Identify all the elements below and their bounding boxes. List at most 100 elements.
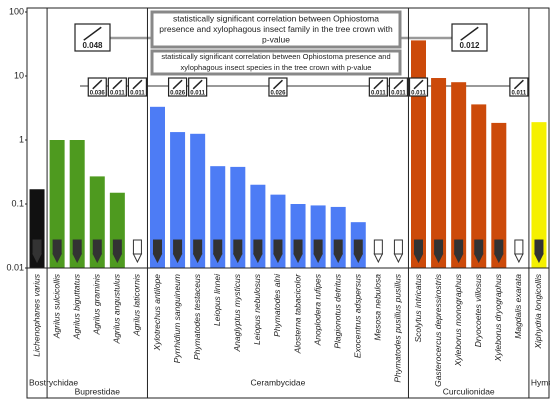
x-tick-label: Agrilus graminis [92,273,102,335]
badge-arrow [272,79,283,90]
y-tick-label: 10 [14,70,24,80]
icon [313,239,323,255]
p-badge [127,77,148,97]
x-tick-label: Scolytus intricatus [413,273,423,342]
icon [132,253,143,264]
x-tick-label: Phymatodes pusillus pusillus [393,273,403,382]
x-tick-label: Alosterna tabacicolor [292,273,302,355]
bar [411,40,426,269]
icon [413,253,424,264]
plot-frame [26,7,550,399]
icon [514,239,524,255]
p-value: 0.012 [459,41,480,50]
bar [150,106,165,268]
icon [293,253,303,264]
p-value: 0.026 [270,90,286,96]
icon [92,239,102,255]
bar [531,122,547,269]
icon [253,239,263,255]
p-badge [107,77,127,97]
p-badge [188,77,208,97]
icon [474,239,484,255]
icon [52,253,62,264]
p-badge [87,77,107,97]
p-value: 0.026 [170,90,186,96]
p-value: 0.048 [82,41,103,50]
bar [471,104,487,268]
x-tick-label: Gasterocercus depressirostris [433,273,443,387]
icon [172,253,183,264]
callout-text: xylophagous insect species in the tree c… [181,63,372,72]
icon [212,253,223,264]
callout-box [150,10,402,49]
callout-text: statistically significant correlation be… [173,13,379,23]
x-tick-label: Agrilus angustulus [112,273,122,344]
p-value: 0.011 [371,90,386,96]
x-tick-label: Xiphydria longicollis [533,273,543,349]
badge-arrow [393,79,404,90]
icon [494,239,504,255]
icon [72,253,83,264]
badge-arrow [513,79,524,90]
p-value: 0.011 [190,90,205,96]
icon [273,239,283,255]
x-tick-label: Leiopus linnei [212,273,222,326]
y-tick-label: 0.1 [11,198,24,208]
icon [353,239,363,255]
x-tick-label: Anaglyptus mysticus [232,273,242,352]
p-badge [167,77,188,97]
icon [434,239,444,255]
p-value: 0.011 [411,90,426,96]
p-value: 0.011 [391,90,406,96]
bar [69,140,85,268]
icon [313,253,323,264]
badge-arrow [112,79,123,90]
legend-label: Hymenoptera [531,377,550,387]
x-tick-label: Xyleborus dryographus [493,273,503,362]
icon [173,239,183,255]
x-tick-label: Agrilus biguttatus [71,273,81,340]
p-badge [268,77,288,97]
x-tick-label: Leiopus nebulosus [252,273,262,345]
icon [293,239,303,255]
x-tick-label: Anoplodera rufipes [312,273,322,346]
icon [92,253,103,264]
icon [32,253,42,264]
x-tick-label: Xyleborus monographus [453,273,463,367]
icon [153,239,162,255]
p-badge [509,77,529,97]
badge-arrow [132,79,143,90]
icon [333,253,344,264]
p-badge [451,23,488,52]
p-value: 0.011 [130,90,145,96]
icon [534,239,544,255]
x-tick-label: Mesosa nebulosa [373,274,383,341]
icon [393,253,404,264]
icon [193,239,203,255]
x-tick-label: Agrilus sulcicollis [51,273,61,339]
x-tick-label: Phymatodes testaceus [192,273,202,360]
callout-box [150,49,402,76]
badge-arrow [172,79,183,90]
icon [232,253,243,264]
badge-arrow [192,79,203,90]
icon [454,239,464,255]
badge-arrow [460,26,479,41]
icon [112,253,123,264]
badge-arrow [373,79,384,90]
icon [32,239,42,255]
icon [72,239,82,255]
p-badge [388,77,409,97]
icon [233,239,243,255]
icon [473,253,484,264]
icon [373,253,384,264]
p-value: 0.011 [110,90,125,96]
legend-label: Curculionidae [443,386,495,396]
x-tick-label: Agrilus laticornis [132,273,142,337]
icon [433,253,444,264]
p-value: 0.036 [90,90,106,96]
icon [493,253,504,264]
x-tick-label: Xylotrechus antilope [152,274,162,352]
icon [534,253,544,264]
